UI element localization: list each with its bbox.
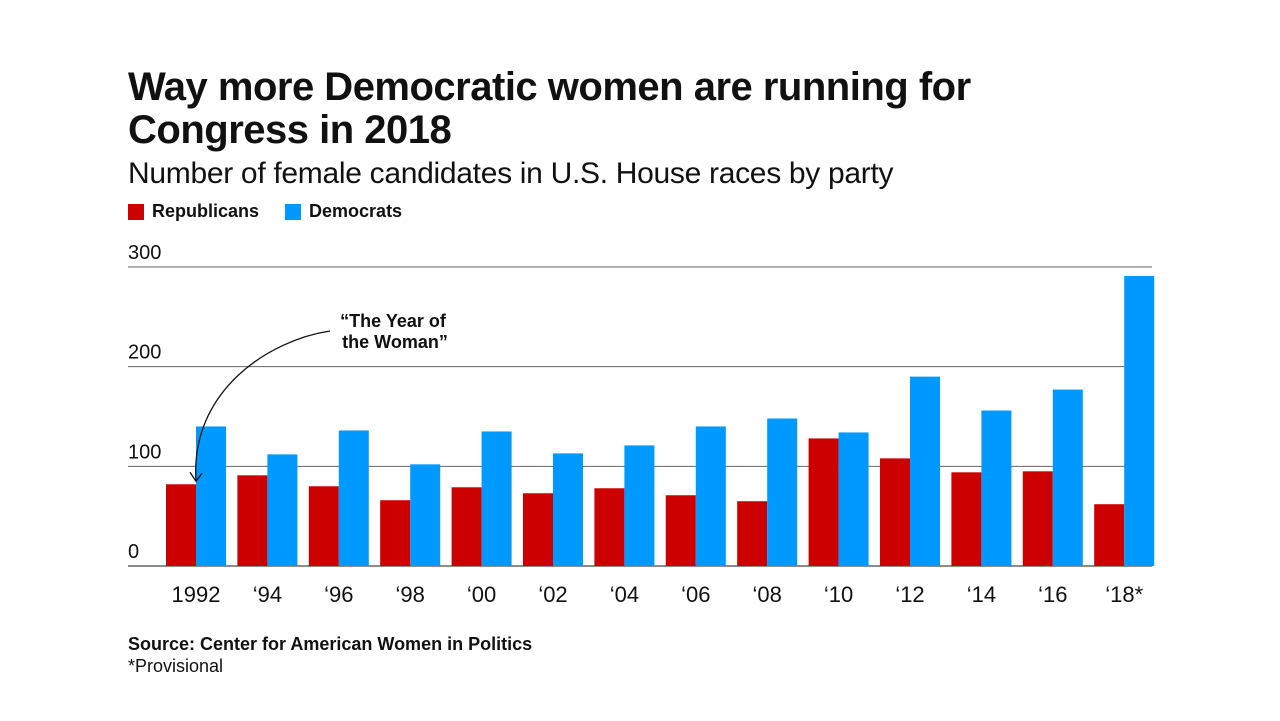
- bar-republicans: [808, 438, 839, 566]
- bar-republicans: [1022, 471, 1053, 566]
- bar-republicans: [1094, 504, 1125, 566]
- bar-democrats: [196, 426, 226, 566]
- chart-title: Way more Democratic women are running fo…: [128, 65, 971, 152]
- legend-item-democrats: Democrats: [285, 201, 402, 222]
- bar-democrats: [981, 410, 1012, 566]
- legend-label-democrats: Democrats: [309, 201, 403, 221]
- x-tick-label: ‘00: [467, 582, 496, 607]
- bar-republicans: [951, 472, 982, 566]
- x-tick-label: ‘08: [753, 582, 782, 607]
- annotation-text-line: “The Year of: [340, 311, 447, 331]
- x-tick-label: ‘12: [895, 582, 924, 607]
- x-tick-label: ‘96: [324, 582, 353, 607]
- bar-republicans: [451, 487, 482, 566]
- bar-democrats: [410, 464, 441, 566]
- x-tick-label: 1992: [172, 582, 221, 607]
- bar-republicans: [237, 475, 268, 566]
- bar-democrats: [338, 430, 369, 566]
- annotation-text-line: the Woman”: [342, 332, 448, 352]
- bar-democrats: [481, 431, 512, 566]
- bar-chart: 0 100 200 300 1992 ‘94 ‘96 ‘98 ‘00 ‘02 ‘04 ‘06 ‘08 ‘1…: [128, 242, 1155, 607]
- x-tick-label: ‘14: [967, 582, 996, 607]
- bar-republicans: [880, 458, 910, 566]
- y-tick-label: 200: [128, 342, 161, 364]
- bar-democrats: [838, 432, 869, 566]
- bar-democrats: [1124, 275, 1155, 566]
- x-tick-label: ‘02: [538, 582, 567, 607]
- bar-democrats: [767, 418, 798, 566]
- footnote: *Provisional: [128, 656, 224, 676]
- bar-republicans: [594, 488, 625, 566]
- y-tick-label: 100: [128, 441, 161, 463]
- x-tick-label: ‘06: [681, 582, 710, 607]
- x-tick-label: ‘16: [1038, 582, 1067, 607]
- bar-democrats: [624, 445, 655, 566]
- x-tick-label: ‘10: [824, 582, 853, 607]
- source-note: Source: Center for American Women in Pol…: [128, 634, 533, 654]
- legend-item-republicans: Republicans: [128, 201, 259, 222]
- bar-democrats: [910, 376, 940, 566]
- chart-subtitle: Number of female candidates in U.S. Hous…: [128, 157, 894, 190]
- x-tick-label: ‘04: [610, 582, 639, 607]
- x-tick-label: ‘18*: [1105, 582, 1143, 607]
- bar-republicans: [737, 501, 768, 566]
- y-tick-label: 0: [128, 541, 139, 563]
- bar-republicans: [308, 486, 339, 566]
- bar-republicans: [665, 495, 696, 566]
- y-tick-label: 300: [128, 242, 161, 264]
- bar-democrats: [1052, 389, 1083, 566]
- legend-swatch-republicans: [128, 203, 144, 220]
- x-tick-label: ‘94: [253, 582, 282, 607]
- bar-republicans: [523, 493, 553, 566]
- legend-label-republicans: Republicans: [152, 201, 260, 221]
- bar-democrats: [553, 453, 583, 566]
- bar-democrats: [267, 454, 298, 566]
- legend: Republicans Democrats: [128, 201, 402, 222]
- annotation-arrow-head: [189, 471, 203, 483]
- legend-swatch-democrats: [285, 203, 302, 220]
- x-tick-label: ‘98: [396, 582, 425, 607]
- annotation-arrow-line: [195, 330, 331, 482]
- bar-republicans: [380, 500, 411, 566]
- bar-republicans: [166, 484, 196, 566]
- bar-democrats: [695, 426, 726, 566]
